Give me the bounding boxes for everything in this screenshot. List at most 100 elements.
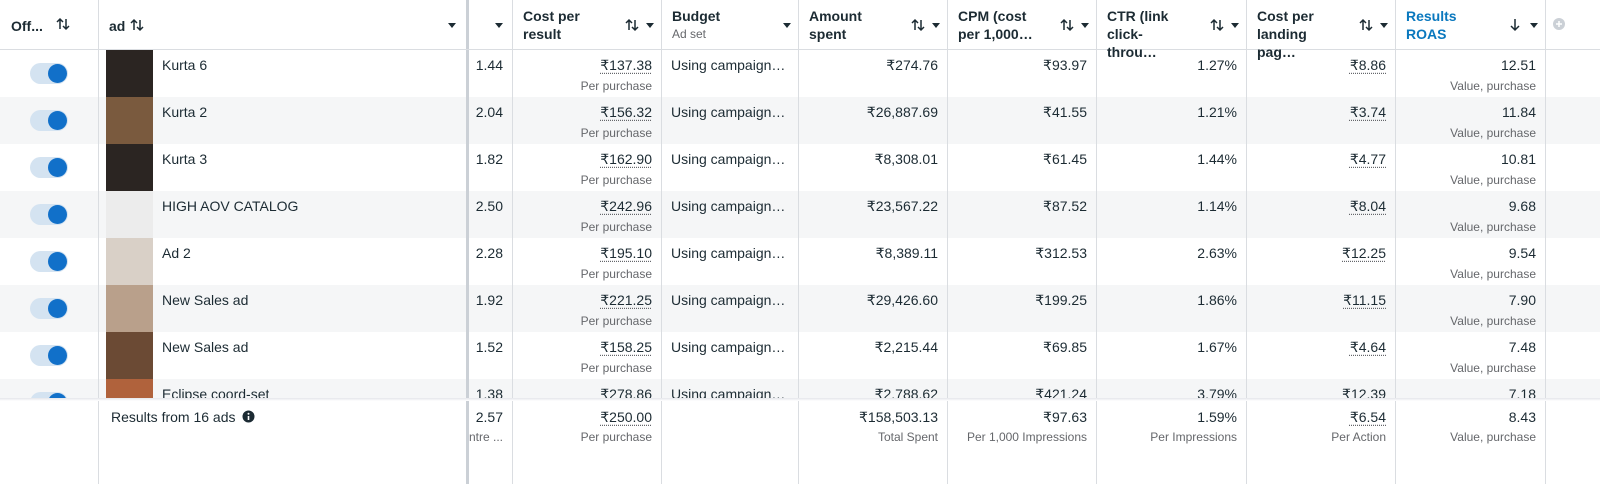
footer-spent: ₹158,503.13 xyxy=(859,409,938,425)
ad-name[interactable]: Kurta 3 xyxy=(162,151,208,167)
dropdown-icon-glyph xyxy=(495,23,503,28)
cell-budget: Using campaign… xyxy=(671,104,786,120)
cell-spent: ₹8,308.01 xyxy=(874,151,938,167)
column-header[interactable]: ad xyxy=(109,18,126,34)
sort-icon-glyph xyxy=(1060,18,1074,32)
toggle[interactable] xyxy=(30,204,68,225)
dropdown-icon-glyph xyxy=(448,23,456,28)
ad-name[interactable]: Eclipse coord-set xyxy=(162,386,270,400)
cell-cpm: ₹87.52 xyxy=(1043,198,1087,214)
cell-prev: 1.92 xyxy=(475,292,503,308)
cell-cpm: ₹199.25 xyxy=(1035,292,1087,308)
column-header[interactable]: Cost per result xyxy=(523,8,580,42)
dropdown-icon[interactable] xyxy=(930,18,944,32)
column-header[interactable]: CTR (link click-throu… xyxy=(1107,8,1169,60)
sort-icon[interactable] xyxy=(1060,18,1074,32)
sort-icon[interactable] xyxy=(130,18,144,32)
column-divider xyxy=(947,0,948,484)
dropdown-icon[interactable] xyxy=(1229,18,1243,32)
column-divider xyxy=(1096,0,1097,484)
info-icon[interactable] xyxy=(242,410,255,423)
sort-desc-icon[interactable] xyxy=(1509,18,1523,32)
toggle[interactable] xyxy=(30,298,68,319)
column-header[interactable]: Cost per landing pag… xyxy=(1257,8,1314,60)
dropdown-icon-glyph xyxy=(1380,23,1388,28)
cell-ctr: 1.44% xyxy=(1197,151,1237,167)
cell-cplp: ₹12.25 xyxy=(1342,245,1386,261)
cell-budget: Using campaign… xyxy=(671,151,786,167)
column-header[interactable]: CPM (cost per 1,000… xyxy=(958,8,1033,42)
ad-name[interactable]: New Sales ad xyxy=(162,339,249,355)
cell-ctr: 1.27% xyxy=(1197,57,1237,73)
ad-thumbnail xyxy=(106,379,153,400)
toggle[interactable] xyxy=(30,392,68,400)
column-header[interactable]: Off... xyxy=(11,18,43,34)
sort-icon[interactable] xyxy=(1210,18,1224,32)
sort-icon[interactable] xyxy=(625,18,639,32)
footer-prev: 2.57 xyxy=(475,409,503,425)
cell-spent: ₹2,215.44 xyxy=(874,339,938,355)
dropdown-icon[interactable] xyxy=(1079,18,1093,32)
header-border xyxy=(0,49,1600,50)
sort-icon[interactable] xyxy=(911,18,925,32)
cell-spent: ₹2,788.62 xyxy=(874,386,938,400)
table-row xyxy=(0,379,1600,400)
ad-name[interactable]: New Sales ad xyxy=(162,292,249,308)
table-row xyxy=(0,144,1600,191)
column-divider xyxy=(1545,0,1546,484)
column-header[interactable]: Results ROAS xyxy=(1406,8,1457,42)
footer-roas: 8.43 xyxy=(1508,409,1536,425)
footer-note: Per Impressions xyxy=(1150,430,1237,444)
toggle[interactable] xyxy=(30,157,68,178)
sort-icon[interactable] xyxy=(56,17,70,31)
cell-prev: 2.28 xyxy=(475,245,503,261)
ad-name[interactable]: Ad 2 xyxy=(162,245,191,261)
toggle[interactable] xyxy=(30,345,68,366)
table-body: Kurta 6 1.44 ₹137.38 Per purchase Using camp… xyxy=(0,50,1600,400)
dropdown-icon[interactable] xyxy=(1378,18,1392,32)
column-divider xyxy=(98,0,99,484)
dropdown-icon[interactable] xyxy=(493,18,507,32)
cell-budget: Using campaign… xyxy=(671,386,786,400)
footer-cplp: ₹6.54 xyxy=(1349,409,1386,425)
column-header[interactable]: Budget xyxy=(672,8,721,24)
sort-icon[interactable] xyxy=(1359,18,1373,32)
cell-spent: ₹29,426.60 xyxy=(866,292,938,308)
add-column-icon[interactable] xyxy=(1552,17,1566,31)
cell-cpm: ₹421.24 xyxy=(1035,386,1087,400)
cell-note: Per purchase xyxy=(580,267,652,281)
column-divider xyxy=(512,0,513,484)
toggle[interactable] xyxy=(30,251,68,272)
dropdown-icon[interactable] xyxy=(1528,18,1542,32)
dropdown-icon[interactable] xyxy=(446,18,460,32)
footer-note: Per 1,000 Impressions xyxy=(966,430,1087,444)
cell-ctr: 1.86% xyxy=(1197,292,1237,308)
cell-budget: Using campaign… xyxy=(671,245,786,261)
cell-cplp: ₹11.15 xyxy=(1343,292,1386,308)
cell-ctr: 3.79% xyxy=(1197,386,1237,400)
cell-cpm: ₹41.55 xyxy=(1043,104,1087,120)
cell-cost: ₹195.10 xyxy=(600,245,652,261)
cell-cplp: ₹4.64 xyxy=(1349,339,1386,355)
toggle[interactable] xyxy=(30,110,68,131)
column-header[interactable]: Amount spent xyxy=(809,8,862,42)
toggle-knob xyxy=(48,393,67,400)
cell-note: Per purchase xyxy=(580,79,652,93)
ad-name[interactable]: HIGH AOV CATALOG xyxy=(162,198,299,214)
cell-roas: 7.18 xyxy=(1508,386,1536,400)
ad-name[interactable]: Kurta 2 xyxy=(162,104,208,120)
sort-icon-glyph xyxy=(1359,18,1373,32)
cell-note: Per purchase xyxy=(580,314,652,328)
cell-ctr: 1.67% xyxy=(1197,339,1237,355)
cell-spent: ₹8,389.11 xyxy=(875,245,938,261)
footer-note: Per Action xyxy=(1331,430,1386,444)
dropdown-icon[interactable] xyxy=(644,18,658,32)
dropdown-icon[interactable] xyxy=(781,18,795,32)
cell-note: Value, purchase xyxy=(1450,220,1536,234)
cell-roas: 7.48 xyxy=(1508,339,1536,355)
cell-note: Value, purchase xyxy=(1450,126,1536,140)
cell-prev: 1.52 xyxy=(475,339,503,355)
ad-name[interactable]: Kurta 6 xyxy=(162,57,208,73)
toggle[interactable] xyxy=(30,63,68,84)
table-row xyxy=(0,191,1600,238)
